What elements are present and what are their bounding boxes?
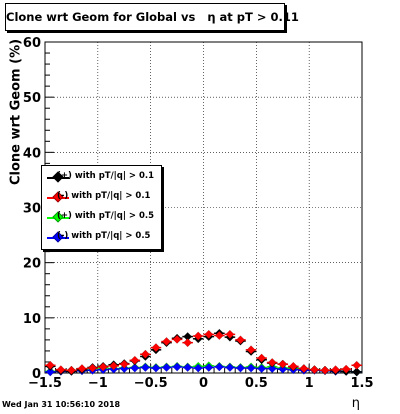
data-point (204, 329, 214, 339)
chart-title-box: Clone wrt Geom for Global vs η at pT > 0… (5, 3, 299, 31)
legend-entry: (-) with pT/|q| > 0.1 (42, 189, 161, 207)
data-point (161, 337, 172, 347)
data-point (87, 363, 98, 373)
data-point (172, 334, 182, 344)
data-point (246, 345, 256, 355)
legend-label: (-) with pT/|q| > 0.5 (57, 231, 151, 241)
data-point (235, 335, 246, 345)
x-tick-label: −1 (88, 376, 108, 391)
data-point (161, 362, 172, 373)
data-point (299, 364, 309, 374)
data-point (130, 355, 140, 365)
data-point (151, 343, 161, 353)
data-point (257, 364, 267, 374)
legend-label: (+) with pT/|q| > 0.5 (57, 211, 155, 221)
legend: (+) with pT/|q| > 0.1 (-) with pT/|q| > … (41, 165, 162, 250)
y-tick-label: 20 (23, 257, 41, 272)
y-tick-label: 0 (32, 367, 41, 382)
legend-label: (-) with pT/|q| > 0.1 (57, 191, 151, 201)
x-tick-label: −0.5 (134, 376, 168, 391)
data-point (151, 363, 161, 373)
data-point (119, 364, 129, 374)
data-point (109, 361, 119, 371)
y-tick-label: 30 (23, 202, 41, 217)
y-tick-label: 60 (23, 36, 41, 51)
data-point (225, 329, 235, 339)
data-point (278, 364, 288, 374)
data-series (45, 328, 362, 377)
legend-entry: (+) with pT/|q| > 0.5 (42, 209, 161, 227)
data-point (119, 359, 129, 369)
y-tick-label: 40 (23, 146, 41, 161)
data-point (56, 365, 66, 375)
x-tick-label: −1.5 (28, 376, 62, 391)
x-tick-label: 1.5 (350, 376, 373, 391)
chart-title: Clone wrt Geom for Global vs η at pT > 0… (6, 10, 299, 24)
axis-tick-labels: −1.5 −1 −0.5 0 0.5 1 1.5 0 10 20 30 40 50 60 (23, 36, 374, 391)
data-point (331, 365, 341, 375)
data-point (130, 363, 140, 373)
data-point (193, 363, 203, 373)
data-point (183, 362, 193, 373)
data-point (309, 365, 320, 375)
data-point (288, 361, 298, 371)
data-point (267, 364, 277, 374)
x-tick-label: 0.5 (245, 376, 268, 391)
timestamp: Wed Jan 31 10:56:10 2018 (2, 400, 121, 409)
data-point (45, 360, 55, 370)
data-point (267, 357, 277, 368)
data-point (278, 359, 288, 369)
legend-entry: (+) with pT/|q| > 0.1 (42, 169, 161, 187)
data-point (341, 364, 351, 374)
data-point (77, 364, 87, 374)
data-point (45, 367, 55, 377)
data-point (172, 362, 182, 372)
data-point (235, 363, 246, 373)
data-point (246, 363, 256, 373)
y-tick-label: 50 (23, 91, 41, 106)
legend-entry: (-) with pT/|q| > 0.5 (42, 229, 161, 247)
x-tick-label: 1 (305, 376, 314, 391)
data-point (225, 362, 235, 373)
data-point (193, 331, 203, 341)
y-tick-label: 10 (23, 312, 41, 327)
data-point (66, 365, 76, 375)
data-point (257, 353, 267, 363)
data-point (214, 362, 224, 372)
data-point (140, 362, 150, 373)
data-point (204, 362, 214, 373)
data-point (98, 362, 108, 372)
data-point (214, 330, 224, 341)
series-1 (45, 329, 362, 375)
data-point (352, 360, 362, 370)
data-point (140, 349, 150, 359)
x-tick-label: 0 (199, 376, 208, 391)
y-axis-label: Clone wrt Geom (%) (8, 38, 24, 186)
data-point (320, 365, 330, 375)
x-axis-label: η (351, 396, 360, 411)
data-point (183, 338, 193, 348)
legend-label: (+) with pT/|q| > 0.1 (57, 171, 155, 181)
data-point (352, 367, 362, 377)
